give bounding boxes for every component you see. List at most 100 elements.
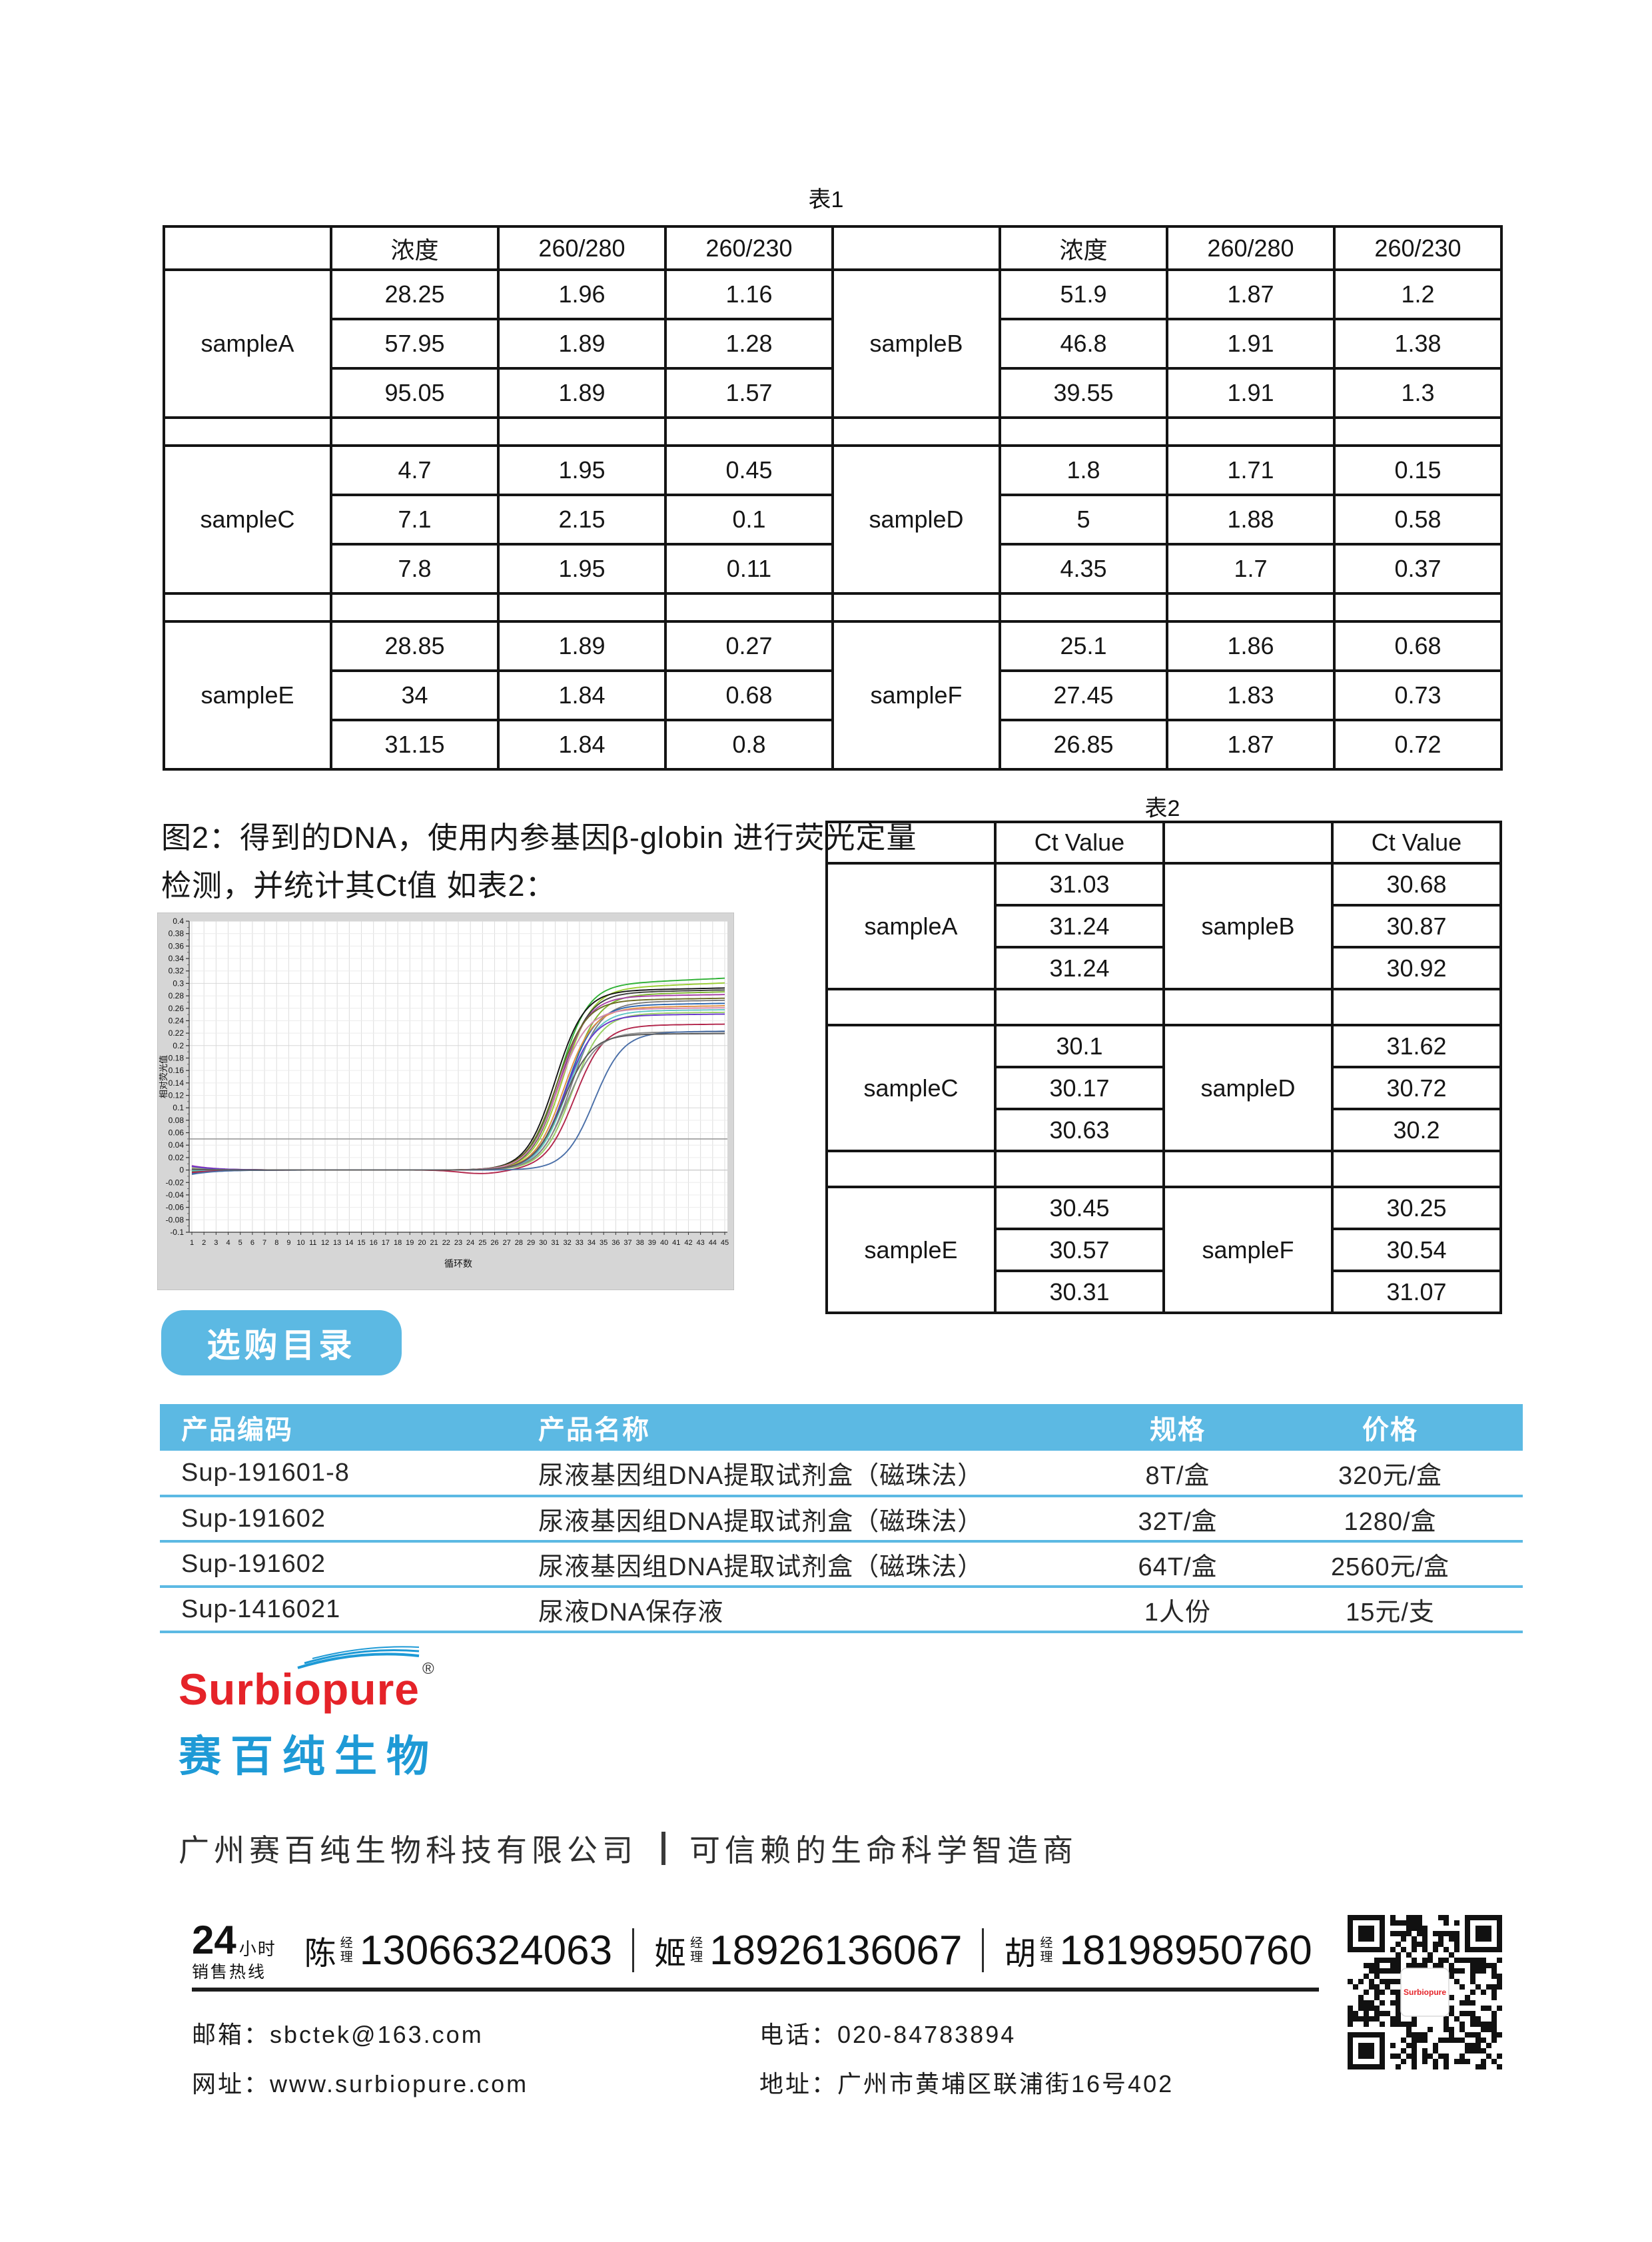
sample-label: sampleD: [831, 444, 1001, 595]
empty-cell: [1166, 416, 1336, 447]
divider-bar: [661, 1832, 665, 1865]
hotline-24: 24: [192, 1917, 236, 1962]
x-tick-label: 1: [190, 1239, 194, 1247]
chart-y-axis-title: 相对荧光值: [159, 1055, 169, 1098]
contact-title-char: 理: [340, 1950, 353, 1964]
y-tick-label: 0.04: [169, 1140, 185, 1150]
y-tick-label: 0.22: [169, 1028, 185, 1038]
contact-name: 胡: [1004, 1936, 1036, 1972]
value-cell: 28.25: [330, 268, 500, 320]
x-tick-label: 40: [660, 1239, 668, 1247]
table-row: 30.17 30.72: [827, 1066, 1502, 1110]
x-tick-label: 29: [527, 1239, 535, 1247]
value-cell: 30.45: [994, 1186, 1165, 1230]
x-tick-label: 16: [370, 1239, 378, 1247]
x-tick-label: 30: [539, 1239, 547, 1247]
value-cell: 31.24: [994, 946, 1165, 990]
value-cell: 0.27: [664, 620, 834, 672]
tel-value: 020-84783894: [837, 2021, 1017, 2048]
x-tick-label: 18: [394, 1239, 402, 1247]
brand-logo-en-text: Surbiopure: [179, 1665, 420, 1714]
table-row: 31.24 30.87: [827, 904, 1502, 948]
empty-cell: [825, 1150, 997, 1188]
catalog-button[interactable]: 选购目录: [161, 1310, 402, 1375]
x-tick-label: 37: [623, 1239, 631, 1247]
table-row: 30.57 30.54: [827, 1228, 1502, 1272]
product-cell: Sup-191602: [160, 1496, 533, 1543]
value-cell: 30.72: [1331, 1066, 1502, 1110]
x-tick-label: 33: [576, 1239, 584, 1247]
product-cell: 32T/盒: [1098, 1496, 1258, 1543]
table-row: 浓度 260/280 260/230 浓度 260/280 260/230: [163, 225, 1503, 271]
y-tick-label: 0.02: [169, 1153, 185, 1162]
value-cell: 4.7: [330, 444, 500, 496]
column-header: Ct Value: [994, 821, 1165, 865]
qpcr-amplification-chart: -0.1 -0.08 -0.06 -0.04 -0.02 0 0.02 0.04 0.06 0.0…: [157, 913, 734, 1290]
brand-logo-cn: 赛百纯生物: [179, 1732, 438, 1780]
separator-row: [825, 988, 1502, 1026]
web-value[interactable]: www.surbiopure.com: [270, 2070, 529, 2097]
y-tick-label: 0.14: [169, 1078, 185, 1088]
column-header: 260/280: [1166, 225, 1336, 271]
value-cell: 30.54: [1331, 1228, 1502, 1272]
email-value[interactable]: sbctek@163.com: [270, 2021, 484, 2048]
value-cell: 31.62: [1331, 1024, 1502, 1068]
table-row: 7.8 1.95 0.11 4.35 1.7 0.37: [164, 543, 1503, 595]
y-tick-label: 0.26: [169, 1004, 185, 1013]
value-cell: 30.57: [994, 1228, 1165, 1272]
product-table: 产品编码 产品名称 规格 价格 Sup-191601-8 尿液基因组DNA提取试剂盒（磁珠…: [160, 1404, 1523, 1633]
value-cell: 5: [999, 494, 1168, 546]
chart-x-axis-title: 循环数: [444, 1258, 472, 1269]
product-header-cell: 产品名称: [533, 1404, 1098, 1451]
y-tick-label: 0.38: [169, 929, 185, 938]
addr-label: 地址：: [759, 2070, 838, 2097]
x-tick-label: 17: [382, 1239, 390, 1247]
x-tick-label: 23: [454, 1239, 462, 1247]
value-cell: 0.11: [664, 543, 834, 595]
value-cell: 27.45: [999, 669, 1168, 721]
value-cell: 1.84: [497, 719, 667, 771]
contact-title: 经 理: [340, 1936, 353, 1964]
sample-label: sampleE: [825, 1186, 997, 1314]
y-tick-label: -0.02: [166, 1178, 185, 1187]
x-tick-label: 42: [684, 1239, 692, 1247]
empty-cell: [1331, 988, 1502, 1026]
product-row: Sup-191602 尿液基因组DNA提取试剂盒（磁珠法） 64T/盒 2560元/盒: [160, 1541, 1523, 1588]
x-tick-label: 24: [466, 1239, 474, 1247]
value-cell: 46.8: [999, 318, 1168, 370]
figure2-caption-line2: 检测，并统计其Ct值 如表2：: [161, 869, 556, 903]
separator-row: [163, 416, 1503, 447]
value-cell: 1.71: [1166, 444, 1336, 496]
web-label: 网址：: [192, 2070, 270, 2097]
x-tick-label: 28: [515, 1239, 523, 1247]
value-cell: 1.89: [497, 620, 667, 672]
product-row: Sup-191602 尿液基因组DNA提取试剂盒（磁珠法） 32T/盒 1280/盒: [160, 1496, 1523, 1543]
value-cell: 0.37: [1333, 543, 1503, 595]
product-row: Sup-1416021 尿液DNA保存液 1人份 15元/支: [160, 1587, 1523, 1633]
value-cell: 7.8: [330, 543, 500, 595]
x-tick-label: 8: [274, 1239, 278, 1247]
contact-title: 经 理: [690, 1936, 703, 1964]
contact-title: 经 理: [1040, 1936, 1052, 1964]
x-tick-label: 34: [588, 1239, 596, 1247]
value-cell: 0.45: [664, 444, 834, 496]
table-row: 31.15 1.84 0.8 26.85 1.87 0.72: [164, 719, 1503, 771]
contact-person: 姬 经 理 18926136067: [654, 1927, 962, 1974]
empty-cell: [831, 592, 1001, 623]
x-tick-label: 2: [202, 1239, 206, 1247]
product-cell: 尿液DNA保存液: [533, 1587, 1098, 1633]
addr-value: 广州市黄埔区联浦街16号402: [837, 2070, 1174, 2097]
figure2-caption-line1: 图2：得到的DNA，使用内参基因β-globin 进行荧光定量: [161, 821, 917, 855]
contact-title-char: 理: [1040, 1950, 1053, 1964]
y-tick-label: 0.34: [169, 954, 185, 963]
value-cell: 1.28: [664, 318, 834, 370]
x-tick-label: 39: [648, 1239, 656, 1247]
column-header: 260/230: [664, 225, 834, 271]
column-header: 260/230: [1333, 225, 1503, 271]
product-header-row: 产品编码 产品名称 规格 价格: [160, 1404, 1523, 1451]
value-cell: 0.1: [664, 494, 834, 546]
x-tick-label: 41: [672, 1239, 680, 1247]
sample-label: sampleD: [1162, 1024, 1334, 1152]
value-cell: 1.96: [497, 268, 667, 320]
table1-grid: 浓度 260/280 260/230 浓度 260/280 260/230 sampleA 2…: [163, 225, 1503, 771]
